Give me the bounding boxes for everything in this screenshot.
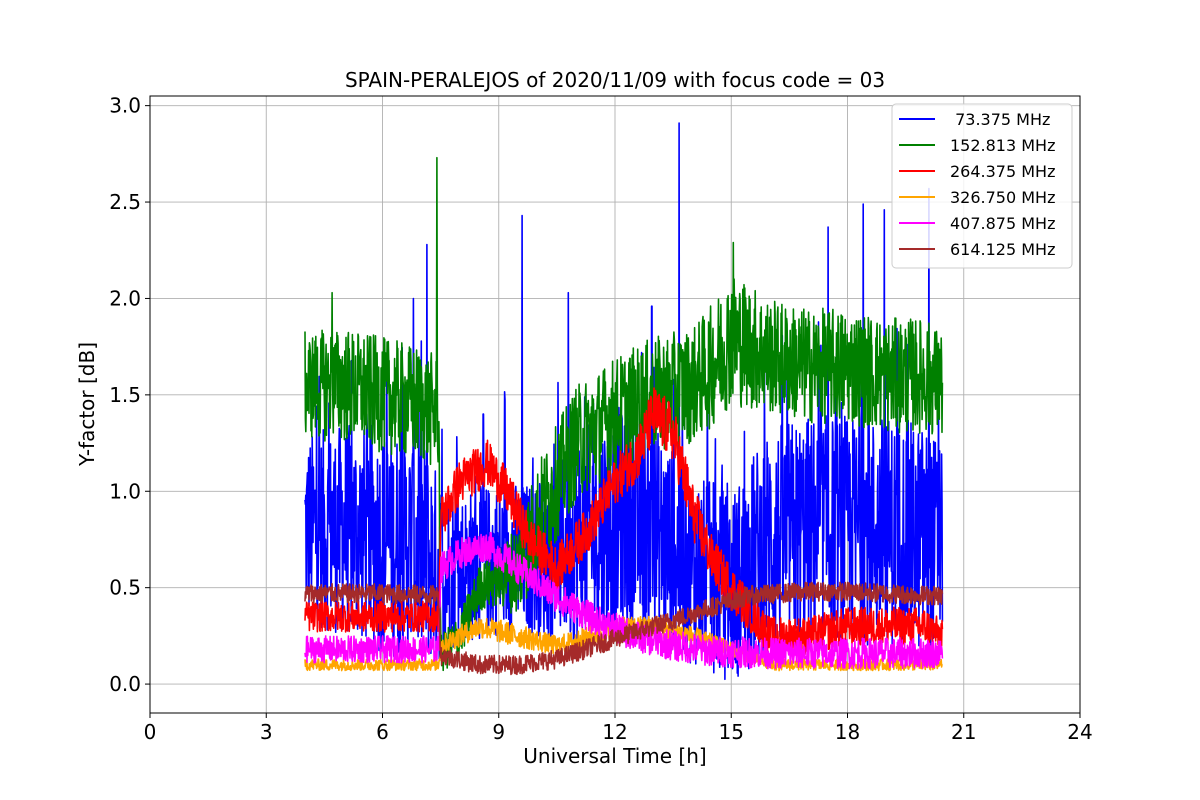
y-tick-label: 1.5 — [109, 383, 141, 407]
axis-ticks: 0 3 6 9 12 15 18 21 24 0.0 0.5 1.0 1.5 2.0 2.5 3.0 — [109, 94, 1093, 744]
y-tick-label: 0.0 — [109, 672, 141, 696]
y-tick-label: 2.5 — [109, 190, 141, 214]
legend-label: 614.125 MHz — [950, 240, 1055, 259]
series-line — [304, 581, 944, 676]
x-tick-label: 9 — [492, 720, 505, 744]
legend: 73.375 MHz 152.813 MHz 264.375 MHz 326.750 … — [891, 103, 1073, 269]
y-tick-label: 0.5 — [109, 576, 141, 600]
y-tick-label: 3.0 — [109, 94, 141, 118]
legend-label: 326.750 MHz — [950, 188, 1055, 207]
legend-label: 264.375 MHz — [950, 162, 1055, 181]
x-tick-label: 3 — [260, 720, 273, 744]
series-line — [304, 156, 944, 672]
legend-box — [891, 103, 1073, 269]
series-line — [304, 387, 944, 656]
x-tick-label: 0 — [144, 720, 157, 744]
chart-title: SPAIN-PERALEJOS of 2020/11/09 with focus… — [345, 68, 885, 92]
x-tick-label: 15 — [719, 720, 744, 744]
x-tick-label: 18 — [835, 720, 860, 744]
legend-label: 73.375 MHz — [950, 110, 1050, 129]
legend-label: 407.875 MHz — [950, 214, 1055, 233]
legend-items: 73.375 MHz 152.813 MHz 264.375 MHz 326.750 … — [899, 110, 1055, 259]
series-line — [304, 531, 944, 670]
x-tick-label: 12 — [602, 720, 627, 744]
y-tick-label: 2.0 — [109, 286, 141, 310]
x-tick-label: 24 — [1067, 720, 1092, 744]
x-tick-label: 6 — [376, 720, 389, 744]
y-axis-label: Y-factor [dB] — [75, 342, 99, 467]
plot-data — [304, 122, 944, 681]
y-tick-label: 1.0 — [109, 479, 141, 503]
legend-label: 152.813 MHz — [950, 136, 1055, 155]
x-axis-label: Universal Time [h] — [523, 744, 706, 768]
x-tick-label: 21 — [951, 720, 976, 744]
